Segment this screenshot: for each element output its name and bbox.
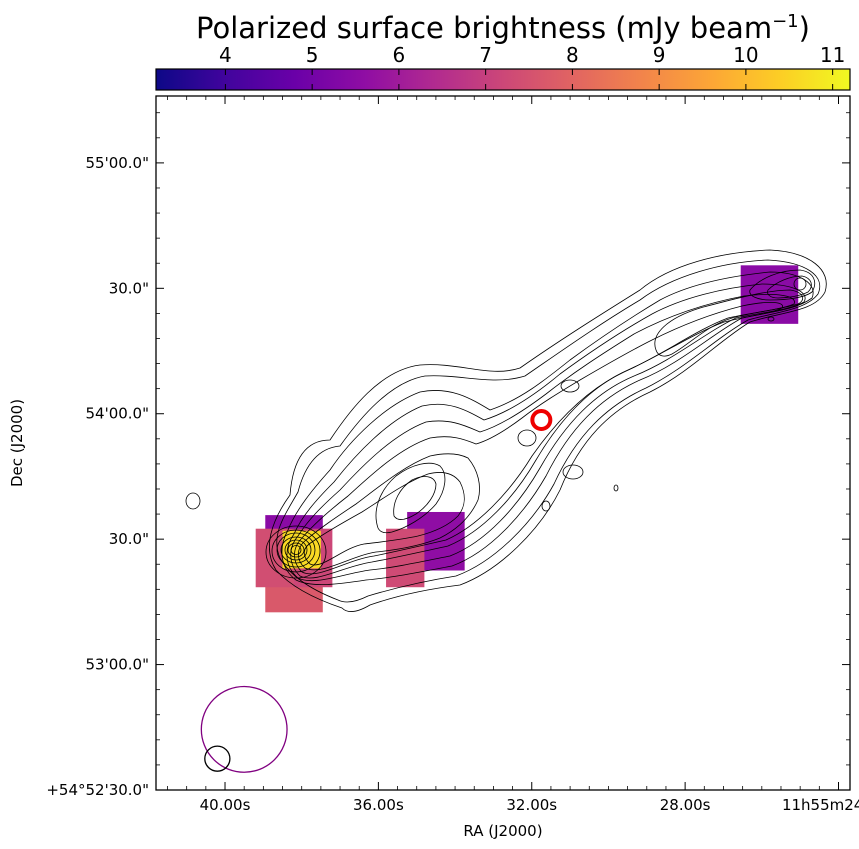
- island-5: [767, 316, 775, 322]
- y-tick-label: +54°52'30.0": [46, 781, 149, 799]
- colorbar-tick-label: 8: [566, 43, 579, 67]
- y-tick-label: 53'00.0": [85, 656, 149, 674]
- island-2: [562, 464, 584, 480]
- y-axis-label: Dec (J2000): [8, 399, 26, 487]
- hotspot-contour-1: [265, 525, 327, 579]
- x-tick-label: 28.00s: [660, 796, 711, 814]
- contour-2: [276, 259, 820, 603]
- colorbar-tick-label: 10: [733, 43, 758, 67]
- y-tick-label: 30.0": [109, 530, 149, 548]
- y-tick-label: 30.0": [109, 279, 149, 297]
- beam-ellipse: [204, 745, 231, 772]
- island-1: [560, 379, 580, 393]
- beam-ellipse: [200, 685, 288, 773]
- lobe-contour-2: [749, 269, 816, 301]
- colorbar-tick-label: 4: [219, 43, 232, 67]
- y-tick-label: 55'00.0": [85, 154, 149, 172]
- colorbar-ticks: 4 5 6 7 8 9 10 11: [219, 43, 845, 90]
- x-axis-label: RA (J2000): [463, 822, 542, 840]
- hotspot-contour-6: [287, 542, 305, 558]
- hotspot-contour-7: [290, 545, 302, 555]
- contour-8: [303, 472, 465, 566]
- island-7: [613, 484, 619, 492]
- contour-3: [281, 271, 814, 586]
- x-tick-label: 32.00s: [506, 796, 557, 814]
- x-tick-label: 40.00s: [200, 796, 251, 814]
- axis-ticks: 40.00s 36.00s 32.00s 28.00s 11h55m24.00s 55'0…: [46, 96, 859, 814]
- beam-ellipses: [200, 685, 288, 773]
- colorbar-tick-label: 11: [820, 43, 845, 67]
- colorbar-tick-label: 7: [479, 43, 492, 67]
- contour-4: [286, 283, 806, 582]
- colorbar-tick-label: 6: [393, 43, 406, 67]
- colorbar-tick-label: 9: [653, 43, 666, 67]
- contour-9: [375, 462, 446, 534]
- contour-6: [294, 302, 783, 575]
- island-6: [541, 500, 551, 512]
- lobe-contour-1: [654, 289, 804, 357]
- intensity-contours: [185, 249, 827, 612]
- island-4: [185, 492, 201, 510]
- axes-frame: [155, 95, 851, 791]
- contour-5: [290, 294, 795, 579]
- lobe-contour-4: [793, 277, 807, 291]
- colorbar-tick-label: 5: [306, 43, 319, 67]
- x-tick-label: 36.00s: [353, 796, 404, 814]
- x-tick-label: 11h55m24.00s: [782, 796, 859, 814]
- colorbar-title: Polarized surface brightness (mJy beam−1…: [196, 11, 810, 45]
- hotspot-contour-3: [276, 532, 316, 568]
- island-3: [517, 429, 537, 447]
- contour-10: [393, 476, 437, 520]
- hotspot-contour-4: [280, 536, 312, 564]
- colorbar: [155, 68, 851, 91]
- contour-1: [269, 249, 827, 612]
- plot-area: [156, 96, 850, 790]
- lobe-contour-3: [767, 275, 812, 299]
- core-marker-circle: [530, 409, 553, 432]
- y-tick-label: 54'00.0": [85, 405, 149, 423]
- core-marker: [530, 409, 553, 432]
- hotspot-contour-2: [271, 529, 321, 573]
- contour-7: [297, 453, 480, 571]
- hotspot-contour-5: [284, 539, 308, 561]
